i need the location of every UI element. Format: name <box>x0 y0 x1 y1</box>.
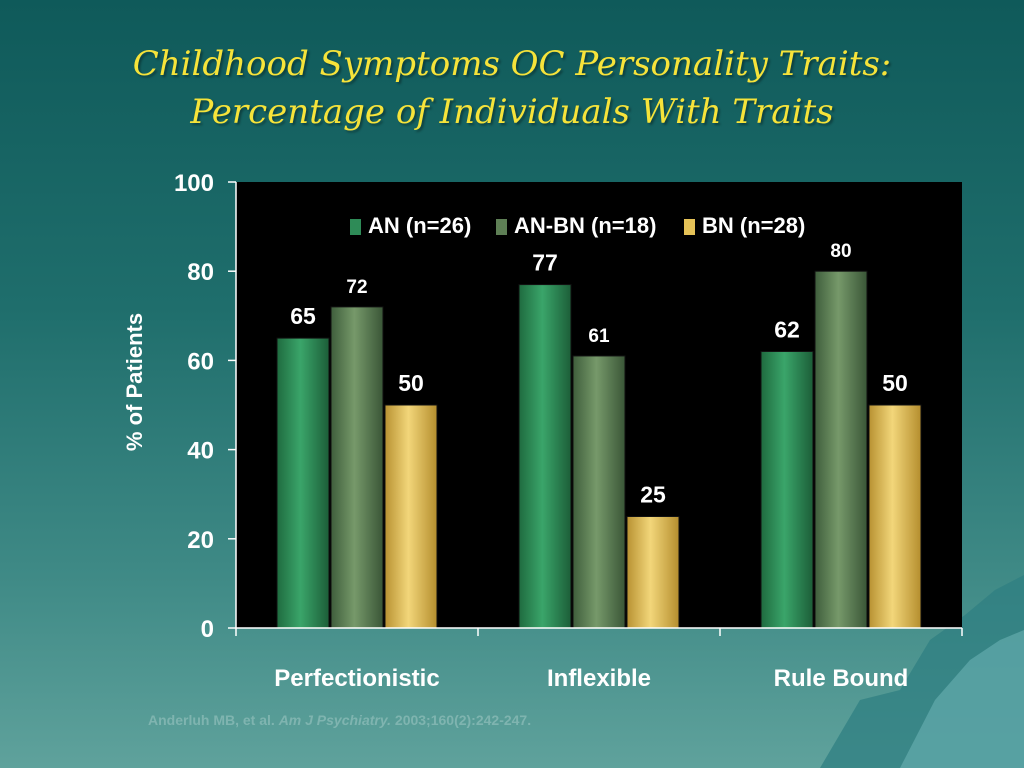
y-tick-label: 80 <box>187 259 214 286</box>
bar-inflexible-3 <box>626 516 680 629</box>
legend-swatch <box>496 219 507 235</box>
citation-journal: Am J Psychiatry. <box>278 712 392 728</box>
bar-perfectionistic-2 <box>330 306 384 629</box>
legend-label: AN-BN (n=18) <box>514 213 656 238</box>
value-label: 25 <box>640 482 666 508</box>
legend-label: AN (n=26) <box>368 213 471 238</box>
legend-label: BN (n=28) <box>702 213 805 238</box>
bar-perfectionistic-1 <box>276 337 330 629</box>
bar-inflexible-1 <box>518 284 572 629</box>
y-tick-label: 40 <box>187 438 214 465</box>
citation: Anderluh MB, et al. Am J Psychiatry. 200… <box>148 712 531 728</box>
value-label: 50 <box>882 370 908 396</box>
y-tick-label: 20 <box>187 527 214 554</box>
value-label: 61 <box>588 326 610 347</box>
y-tick-label: 100 <box>174 170 214 197</box>
value-label: 62 <box>774 316 800 342</box>
value-label: 50 <box>398 370 424 396</box>
bar-inflexible-2 <box>572 355 626 629</box>
value-label: 77 <box>532 250 558 276</box>
bar-perfectionistic-3 <box>384 404 438 629</box>
mountain-decoration-highlight <box>900 630 1024 768</box>
citation-authors: Anderluh MB, et al. <box>148 712 275 728</box>
slide-title: Childhood Symptoms OC Personality Traits… <box>0 40 1024 136</box>
legend-swatch <box>684 219 695 235</box>
bar-rule-bound-1 <box>760 350 814 629</box>
citation-ref: 2003;160(2):242-247. <box>394 712 532 728</box>
y-tick-label: 60 <box>187 348 214 375</box>
value-label: 65 <box>290 303 316 329</box>
bar-rule-bound-3 <box>868 404 922 629</box>
y-tick-label: 0 <box>201 616 214 643</box>
y-axis-label: % of Patients <box>122 313 147 451</box>
value-label: 80 <box>830 241 851 262</box>
legend-swatch <box>350 219 361 235</box>
mountain-decoration <box>820 575 1024 768</box>
bar-rule-bound-2 <box>814 270 868 629</box>
x-category-label: Perfectionistic <box>274 665 439 692</box>
value-label: 72 <box>346 277 367 298</box>
x-category-label: Inflexible <box>547 665 651 692</box>
title-line-2: Percentage of Individuals With Traits <box>190 92 834 132</box>
title-line-1: Childhood Symptoms OC Personality Traits… <box>132 44 892 84</box>
x-category-label: Rule Bound <box>774 665 909 692</box>
